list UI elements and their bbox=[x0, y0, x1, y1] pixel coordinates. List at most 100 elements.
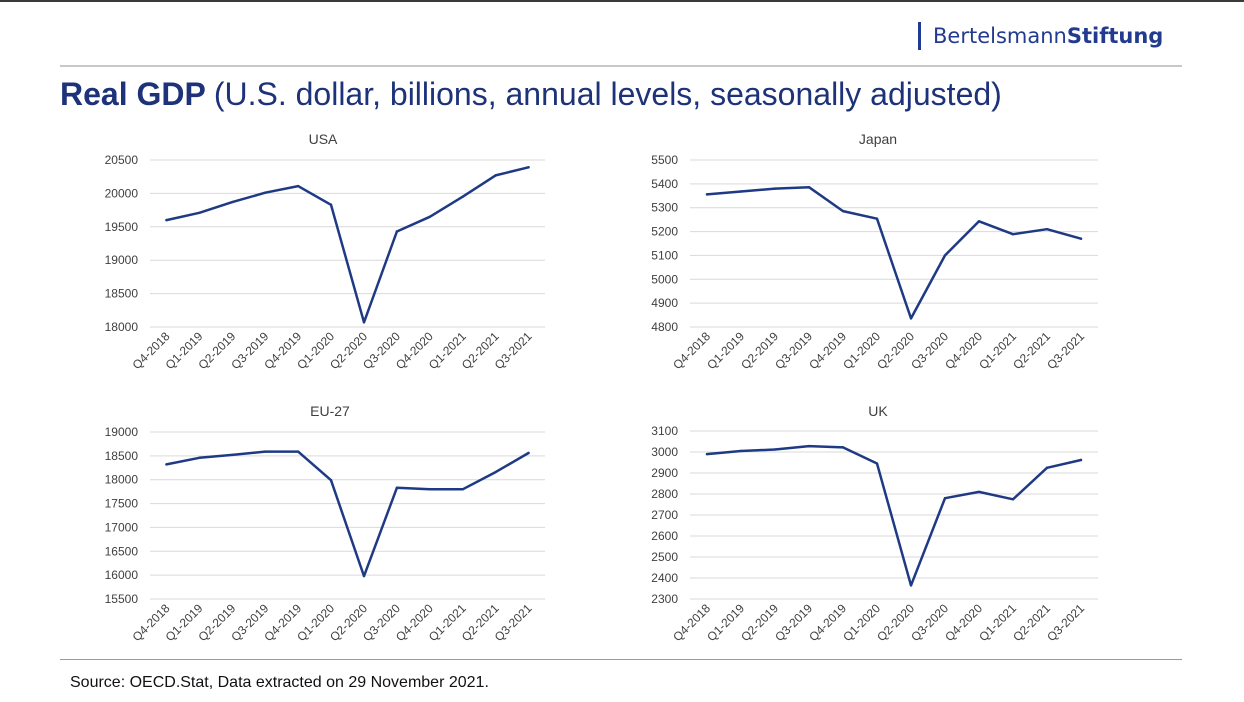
data-point-uk-8 bbox=[977, 490, 981, 494]
data-point-uk-6 bbox=[909, 584, 913, 587]
page-title-main: Real GDP bbox=[60, 76, 206, 112]
data-point-japan-5 bbox=[875, 217, 879, 220]
data-point-usa-4 bbox=[296, 184, 300, 188]
chart-title-japan: Japan bbox=[859, 131, 897, 147]
y-tick-label-uk-0: 2300 bbox=[651, 592, 678, 606]
y-tick-label-japan-4: 5200 bbox=[651, 225, 678, 239]
data-point-eu27-8 bbox=[428, 488, 431, 491]
data-point-eu27-4 bbox=[296, 450, 300, 453]
data-point-usa-5 bbox=[329, 203, 333, 206]
data-point-usa-10 bbox=[494, 174, 497, 177]
data-point-japan-4 bbox=[841, 209, 845, 213]
data-point-usa-6 bbox=[362, 321, 366, 324]
data-point-usa-8 bbox=[428, 215, 431, 218]
data-point-uk-2 bbox=[773, 448, 777, 451]
y-tick-label-eu27-4: 17500 bbox=[105, 497, 139, 511]
chart-title-usa: USA bbox=[309, 131, 338, 147]
y-tick-label-usa-5: 20500 bbox=[105, 153, 139, 167]
footer-divider bbox=[60, 659, 1182, 660]
data-point-uk-9 bbox=[1011, 498, 1015, 501]
top-border bbox=[0, 0, 1244, 2]
data-point-japan-10 bbox=[1045, 227, 1049, 231]
data-point-japan-7 bbox=[943, 254, 947, 257]
data-point-japan-1 bbox=[739, 190, 743, 193]
data-point-uk-0 bbox=[705, 452, 709, 456]
data-point-uk-10 bbox=[1045, 466, 1049, 469]
data-point-uk-11 bbox=[1079, 458, 1083, 462]
data-point-japan-8 bbox=[977, 220, 981, 223]
data-point-eu27-1 bbox=[198, 456, 201, 459]
y-tick-label-uk-5: 2800 bbox=[651, 487, 678, 501]
data-point-uk-4 bbox=[841, 446, 845, 449]
data-point-usa-3 bbox=[264, 191, 267, 194]
y-tick-label-uk-6: 2900 bbox=[651, 466, 678, 480]
data-point-usa-11 bbox=[527, 166, 530, 169]
data-point-eu27-3 bbox=[264, 450, 267, 453]
data-point-japan-3 bbox=[807, 185, 811, 189]
source-note: Source: OECD.Stat, Data extracted on 29 … bbox=[70, 674, 489, 691]
data-point-uk-1 bbox=[739, 449, 743, 453]
y-tick-label-usa-3: 19500 bbox=[105, 220, 139, 234]
y-tick-label-japan-2: 5000 bbox=[651, 272, 678, 286]
chart-eu27: EU-27 15500 16000 16500 17000 17500 18000 18500… bbox=[105, 403, 545, 644]
y-tick-label-japan-3: 5100 bbox=[651, 248, 678, 262]
y-tick-label-eu27-3: 17000 bbox=[105, 520, 139, 534]
y-tick-label-uk-4: 2700 bbox=[651, 508, 678, 522]
y-tick-label-japan-6: 5400 bbox=[651, 177, 678, 191]
data-point-uk-5 bbox=[875, 462, 879, 465]
brand-logo: BertelsmannStiftung bbox=[918, 22, 1163, 50]
data-point-uk-3 bbox=[807, 444, 811, 448]
series-line-eu27 bbox=[165, 450, 530, 578]
y-tick-label-eu27-5: 18000 bbox=[105, 473, 139, 487]
data-point-eu27-6 bbox=[362, 574, 366, 578]
data-point-usa-1 bbox=[198, 211, 201, 214]
series-line-usa bbox=[165, 166, 530, 324]
y-tick-label-usa-2: 19000 bbox=[105, 253, 139, 267]
data-point-uk-7 bbox=[943, 497, 947, 500]
y-tick-label-usa-0: 18000 bbox=[105, 320, 139, 334]
data-point-usa-9 bbox=[461, 195, 464, 198]
y-tick-label-uk-2: 2500 bbox=[651, 550, 678, 564]
header-divider bbox=[60, 65, 1182, 67]
y-tick-label-japan-7: 5500 bbox=[651, 153, 678, 167]
data-point-japan-9 bbox=[1011, 232, 1015, 236]
y-tick-label-uk-3: 2600 bbox=[651, 529, 678, 543]
data-point-eu27-5 bbox=[329, 478, 333, 482]
y-tick-label-eu27-7: 19000 bbox=[105, 425, 139, 439]
data-point-japan-11 bbox=[1079, 237, 1083, 240]
x-tick-label-japan-11: Q3-2021 bbox=[1044, 329, 1087, 372]
brand-name-bold: Stiftung bbox=[1066, 24, 1164, 48]
data-point-japan-6 bbox=[909, 317, 913, 320]
y-tick-label-uk-8: 3100 bbox=[651, 424, 678, 438]
x-tick-label-eu27-11: Q3-2021 bbox=[492, 601, 535, 644]
y-tick-label-uk-7: 3000 bbox=[651, 445, 678, 459]
x-tick-label-usa-11: Q3-2021 bbox=[492, 329, 535, 372]
y-tick-label-eu27-1: 16000 bbox=[105, 568, 139, 582]
series-line-uk bbox=[705, 444, 1083, 587]
series-line-japan bbox=[705, 185, 1083, 320]
data-point-usa-7 bbox=[395, 230, 399, 233]
data-point-eu27-11 bbox=[527, 451, 530, 455]
data-point-eu27-2 bbox=[231, 453, 234, 457]
chart-title-eu27: EU-27 bbox=[310, 403, 350, 419]
y-tick-label-eu27-6: 18500 bbox=[105, 449, 139, 463]
data-point-usa-2 bbox=[231, 200, 234, 204]
data-point-eu27-7 bbox=[395, 486, 399, 490]
chart-japan: Japan48004900500051005200530054005500Q4-… bbox=[651, 131, 1098, 372]
data-point-usa-0 bbox=[165, 218, 168, 222]
x-tick-label-uk-11: Q3-2021 bbox=[1044, 601, 1087, 644]
data-point-eu27-10 bbox=[494, 470, 497, 474]
chart-usa: USA180001850019000195002000020500Q4-2018… bbox=[105, 131, 545, 372]
data-point-japan-0 bbox=[705, 193, 709, 196]
y-tick-label-eu27-0: 15500 bbox=[105, 592, 139, 606]
y-tick-label-uk-1: 2400 bbox=[651, 571, 678, 585]
brand-name-regular: Bertelsmann bbox=[933, 24, 1067, 48]
y-tick-label-japan-1: 4900 bbox=[651, 296, 678, 310]
chart-uk: UK230024002500260027002800290030003100Q4… bbox=[651, 403, 1098, 644]
data-point-eu27-0 bbox=[165, 463, 168, 466]
data-point-eu27-9 bbox=[461, 488, 464, 491]
page-title-units: (U.S. dollar, billions, annual levels, s… bbox=[213, 76, 1002, 112]
y-tick-label-eu27-2: 16500 bbox=[105, 544, 139, 558]
y-tick-label-japan-5: 5300 bbox=[651, 201, 678, 215]
data-point-japan-2 bbox=[773, 187, 777, 190]
